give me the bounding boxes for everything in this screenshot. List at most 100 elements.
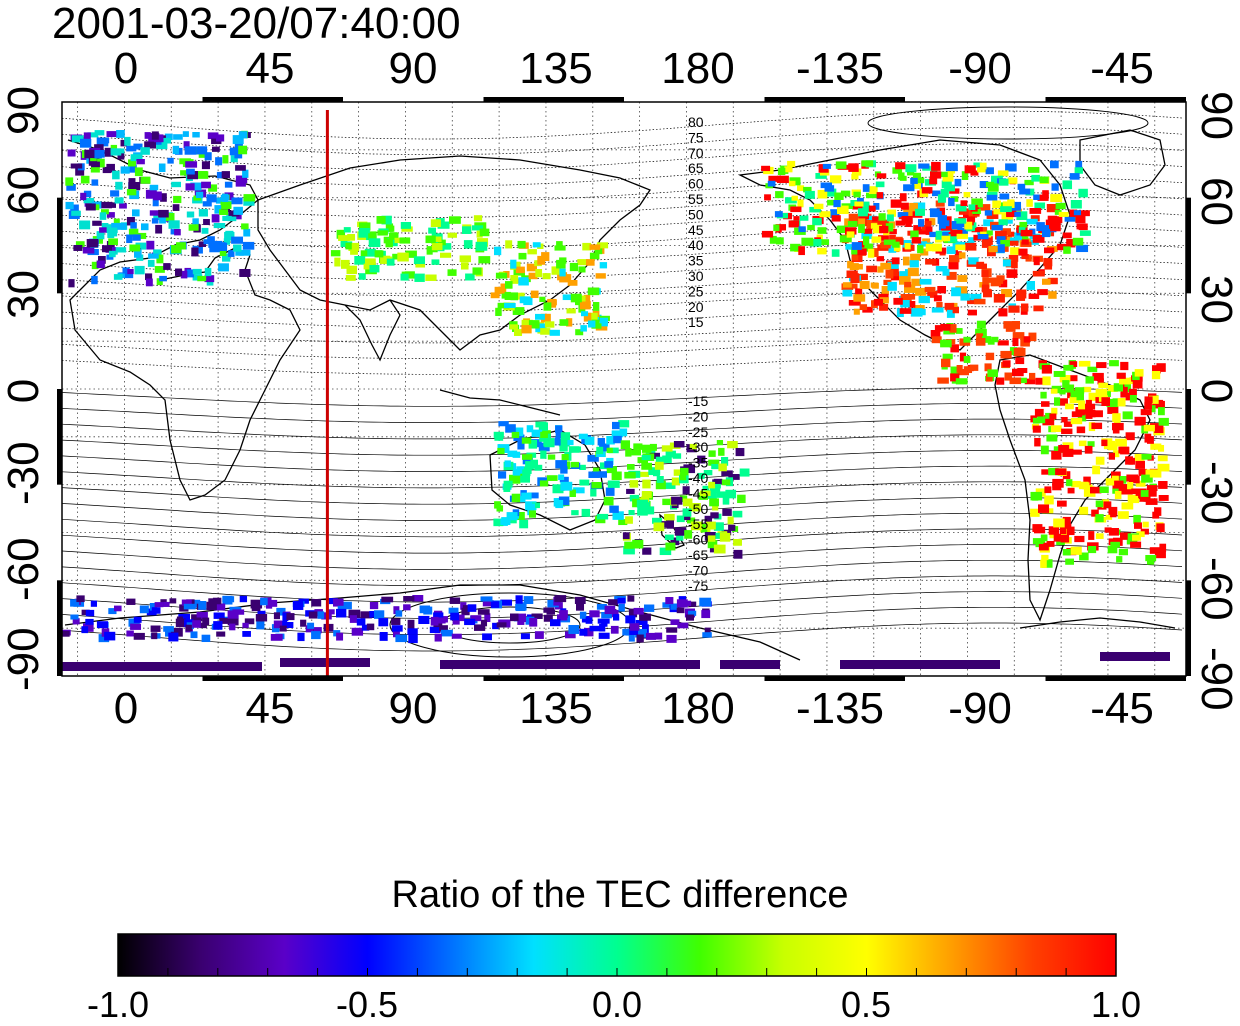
- tec-patch: [233, 206, 243, 215]
- tec-patch: [596, 451, 606, 458]
- tec-patch: [66, 184, 76, 191]
- tec-patch: [351, 627, 364, 636]
- tec-patch: [727, 516, 734, 525]
- tec-patch: [392, 253, 399, 260]
- tec-patch: [369, 265, 380, 273]
- tec-patch: [956, 365, 963, 373]
- tec-patch: [831, 249, 840, 257]
- tec-patch: [857, 248, 867, 256]
- tec-patch: [201, 227, 209, 234]
- tec-patch: [589, 244, 601, 250]
- x-tick-bottom: 0: [113, 684, 139, 733]
- tec-patch: [963, 192, 971, 198]
- contour-line: [61, 544, 1183, 570]
- tec-patch: [426, 246, 433, 255]
- tec-patch: [516, 602, 526, 612]
- tec-patch: [231, 236, 244, 244]
- tec-patch: [208, 240, 215, 248]
- tec-patch: [1046, 204, 1059, 213]
- tec-patch: [437, 221, 450, 229]
- contour-line: [61, 622, 1183, 652]
- tec-patch: [555, 460, 567, 469]
- tec-patch: [228, 250, 235, 257]
- tec-patch: [173, 195, 182, 204]
- tec-patch: [793, 216, 800, 222]
- tec-patch: [879, 225, 889, 234]
- contour-line: [61, 606, 1183, 636]
- tec-patch: [126, 630, 134, 637]
- tec-patch: [530, 290, 539, 299]
- tec-patch: [1016, 289, 1027, 299]
- tec-patch: [580, 325, 587, 332]
- tec-patch: [128, 182, 141, 191]
- tec-patch: [523, 596, 534, 605]
- tec-patch: [987, 369, 998, 377]
- tec-patch: [528, 440, 538, 449]
- tec-patch: [629, 480, 639, 488]
- tec-patch: [732, 510, 743, 518]
- tec-patch: [114, 197, 124, 204]
- tec-patch: [400, 273, 409, 281]
- tec-patch: [345, 242, 352, 250]
- tec-patch: [1091, 422, 1103, 430]
- tec-patch: [918, 296, 930, 304]
- tec-patch: [831, 215, 841, 222]
- tec-patch: [1055, 202, 1066, 210]
- tec-patch: [799, 215, 809, 221]
- tec-patch: [425, 235, 436, 244]
- tec-patch: [86, 239, 99, 248]
- tec-patch: [1033, 257, 1040, 266]
- tec-patch: [950, 230, 963, 237]
- tec-patch: [147, 259, 155, 267]
- tec-patch: [535, 323, 547, 333]
- tec-patch: [1007, 199, 1015, 208]
- tec-patch: [233, 244, 242, 252]
- tec-patch: [1077, 481, 1089, 488]
- tec-patch: [153, 214, 160, 221]
- tec-patch: [1112, 398, 1119, 405]
- tec-patch: [85, 618, 94, 625]
- tec-patch: [1012, 338, 1019, 347]
- tec-polar-band: [440, 660, 700, 669]
- tec-patch: [451, 633, 462, 639]
- tec-patch: [190, 599, 201, 608]
- tec-patch: [136, 159, 145, 165]
- tec-patch: [963, 366, 973, 374]
- tec-patch: [260, 597, 268, 606]
- tec-patch: [637, 510, 648, 516]
- tec-patch: [879, 304, 889, 311]
- tec-patch: [195, 171, 208, 178]
- tec-patch: [1038, 504, 1050, 513]
- tec-patch: [559, 268, 566, 277]
- tec-patch: [1002, 259, 1011, 267]
- tec-patch: [713, 544, 726, 554]
- tec-patch: [330, 250, 341, 257]
- tec-patch: [439, 243, 452, 250]
- tec-patch: [1158, 407, 1165, 416]
- tec-patch: [494, 286, 507, 294]
- tec-patch: [356, 618, 366, 626]
- tec-patch: [235, 179, 246, 187]
- tec-patch: [133, 616, 142, 623]
- tec-patch: [399, 237, 411, 244]
- tec-patch: [625, 448, 632, 457]
- tec-patch: [768, 175, 778, 182]
- tec-patch: [186, 211, 195, 218]
- tec-patch: [925, 258, 937, 265]
- tec-patch: [67, 149, 76, 157]
- tec-patch: [559, 319, 569, 326]
- contour-line: [61, 143, 1183, 171]
- contour-label: 75: [688, 129, 704, 145]
- tec-patch: [461, 607, 470, 616]
- tec-patch: [521, 492, 532, 500]
- tec-patch: [504, 460, 511, 468]
- tec-patch: [506, 512, 518, 521]
- tec-patch: [663, 482, 676, 489]
- tec-patch: [672, 453, 682, 459]
- tec-patch: [598, 632, 610, 639]
- tec-patch: [876, 173, 887, 179]
- tec-patch: [472, 267, 482, 275]
- tec-patch: [1054, 216, 1063, 224]
- tec-patch: [1083, 488, 1096, 497]
- tec-patch: [761, 230, 774, 238]
